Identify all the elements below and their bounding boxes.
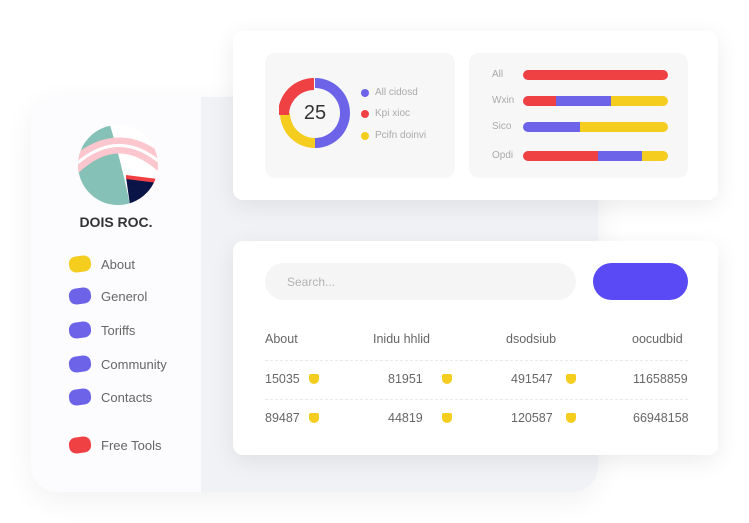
- shield-icon: [309, 374, 319, 384]
- shield-icon: [566, 374, 576, 384]
- bar-label: Wxin: [492, 95, 515, 106]
- donut-segment-purple: [315, 78, 350, 148]
- sidebar-item-toriffs[interactable]: Toriffs: [67, 320, 136, 340]
- legend-item: All cidosd: [361, 87, 418, 98]
- about-icon: [67, 254, 93, 274]
- toriffs-icon: [67, 320, 93, 340]
- shield-icon: [442, 374, 452, 384]
- bar-label: Sico: [492, 121, 512, 132]
- bar-segment: [611, 96, 668, 106]
- sidebar-item-community[interactable]: Community: [67, 354, 167, 374]
- donut-value: 25: [303, 102, 327, 124]
- brand-name: DOIS ROC.: [79, 214, 153, 230]
- table-card: About Inidu hhlid dsodsiub oocudbid 1503…: [233, 241, 718, 455]
- legend-item: Kpi xioc: [361, 108, 410, 119]
- sidebar-item-label: Contacts: [101, 389, 153, 405]
- bar-opdi: [523, 151, 668, 161]
- sidebar: DOIS ROC. About Generol Toriffs Communit…: [31, 97, 201, 492]
- community-icon: [67, 354, 93, 374]
- sidebar-item-free-tools[interactable]: Free Tools: [67, 435, 162, 455]
- column-header[interactable]: About: [265, 332, 298, 346]
- column-header[interactable]: Inidu hhlid: [373, 332, 430, 346]
- shield-icon: [309, 413, 319, 423]
- bar-label: Opdi: [492, 150, 514, 161]
- bar-sico: [523, 122, 668, 132]
- generol-icon: [67, 286, 93, 306]
- donut-segment-red: [279, 78, 314, 115]
- donut-panel: 25 All cidosd Kpi xioc Pcifn doinvi: [265, 53, 455, 178]
- bar-label: All: [492, 69, 504, 80]
- bar-all: [523, 70, 668, 80]
- donut-chart: [279, 78, 350, 148]
- sidebar-item-label: Toriffs: [101, 322, 136, 338]
- avatar: [78, 125, 158, 205]
- stats-card: 25 All cidosd Kpi xioc Pcifn doinvi All …: [233, 31, 718, 200]
- donut-segment-yellow: [280, 113, 315, 148]
- bar-segment: [523, 96, 557, 106]
- shield-icon: [442, 413, 452, 423]
- bar-wxin: [523, 96, 668, 106]
- bar-segment: [523, 70, 668, 80]
- column-header[interactable]: dsodsiub: [506, 332, 557, 346]
- legend-item: Pcifn doinvi: [361, 130, 426, 141]
- column-header[interactable]: oocudbid: [632, 332, 683, 346]
- sidebar-item-label: Community: [101, 356, 167, 372]
- bar-segment: [556, 96, 612, 106]
- shield-icon: [566, 413, 576, 423]
- bars-panel: All Wxin Sico Opdi: [469, 53, 688, 178]
- sidebar-item-about[interactable]: About: [67, 254, 135, 274]
- bar-segment: [598, 151, 642, 161]
- contacts-icon: [67, 387, 93, 407]
- sidebar-item-label: Free Tools: [101, 437, 162, 453]
- sidebar-item-label: About: [101, 256, 135, 272]
- sidebar-item-contacts[interactable]: Contacts: [67, 387, 153, 407]
- bar-segment: [523, 122, 580, 132]
- bar-segment: [523, 151, 599, 161]
- sidebar-item-label: Generol: [101, 288, 148, 304]
- free-tools-icon: [67, 435, 93, 455]
- bar-segment: [579, 122, 668, 132]
- bar-segment: [641, 151, 668, 161]
- search-input[interactable]: [265, 263, 576, 300]
- sidebar-item-generol[interactable]: Generol: [67, 286, 148, 306]
- search-button[interactable]: [593, 263, 688, 300]
